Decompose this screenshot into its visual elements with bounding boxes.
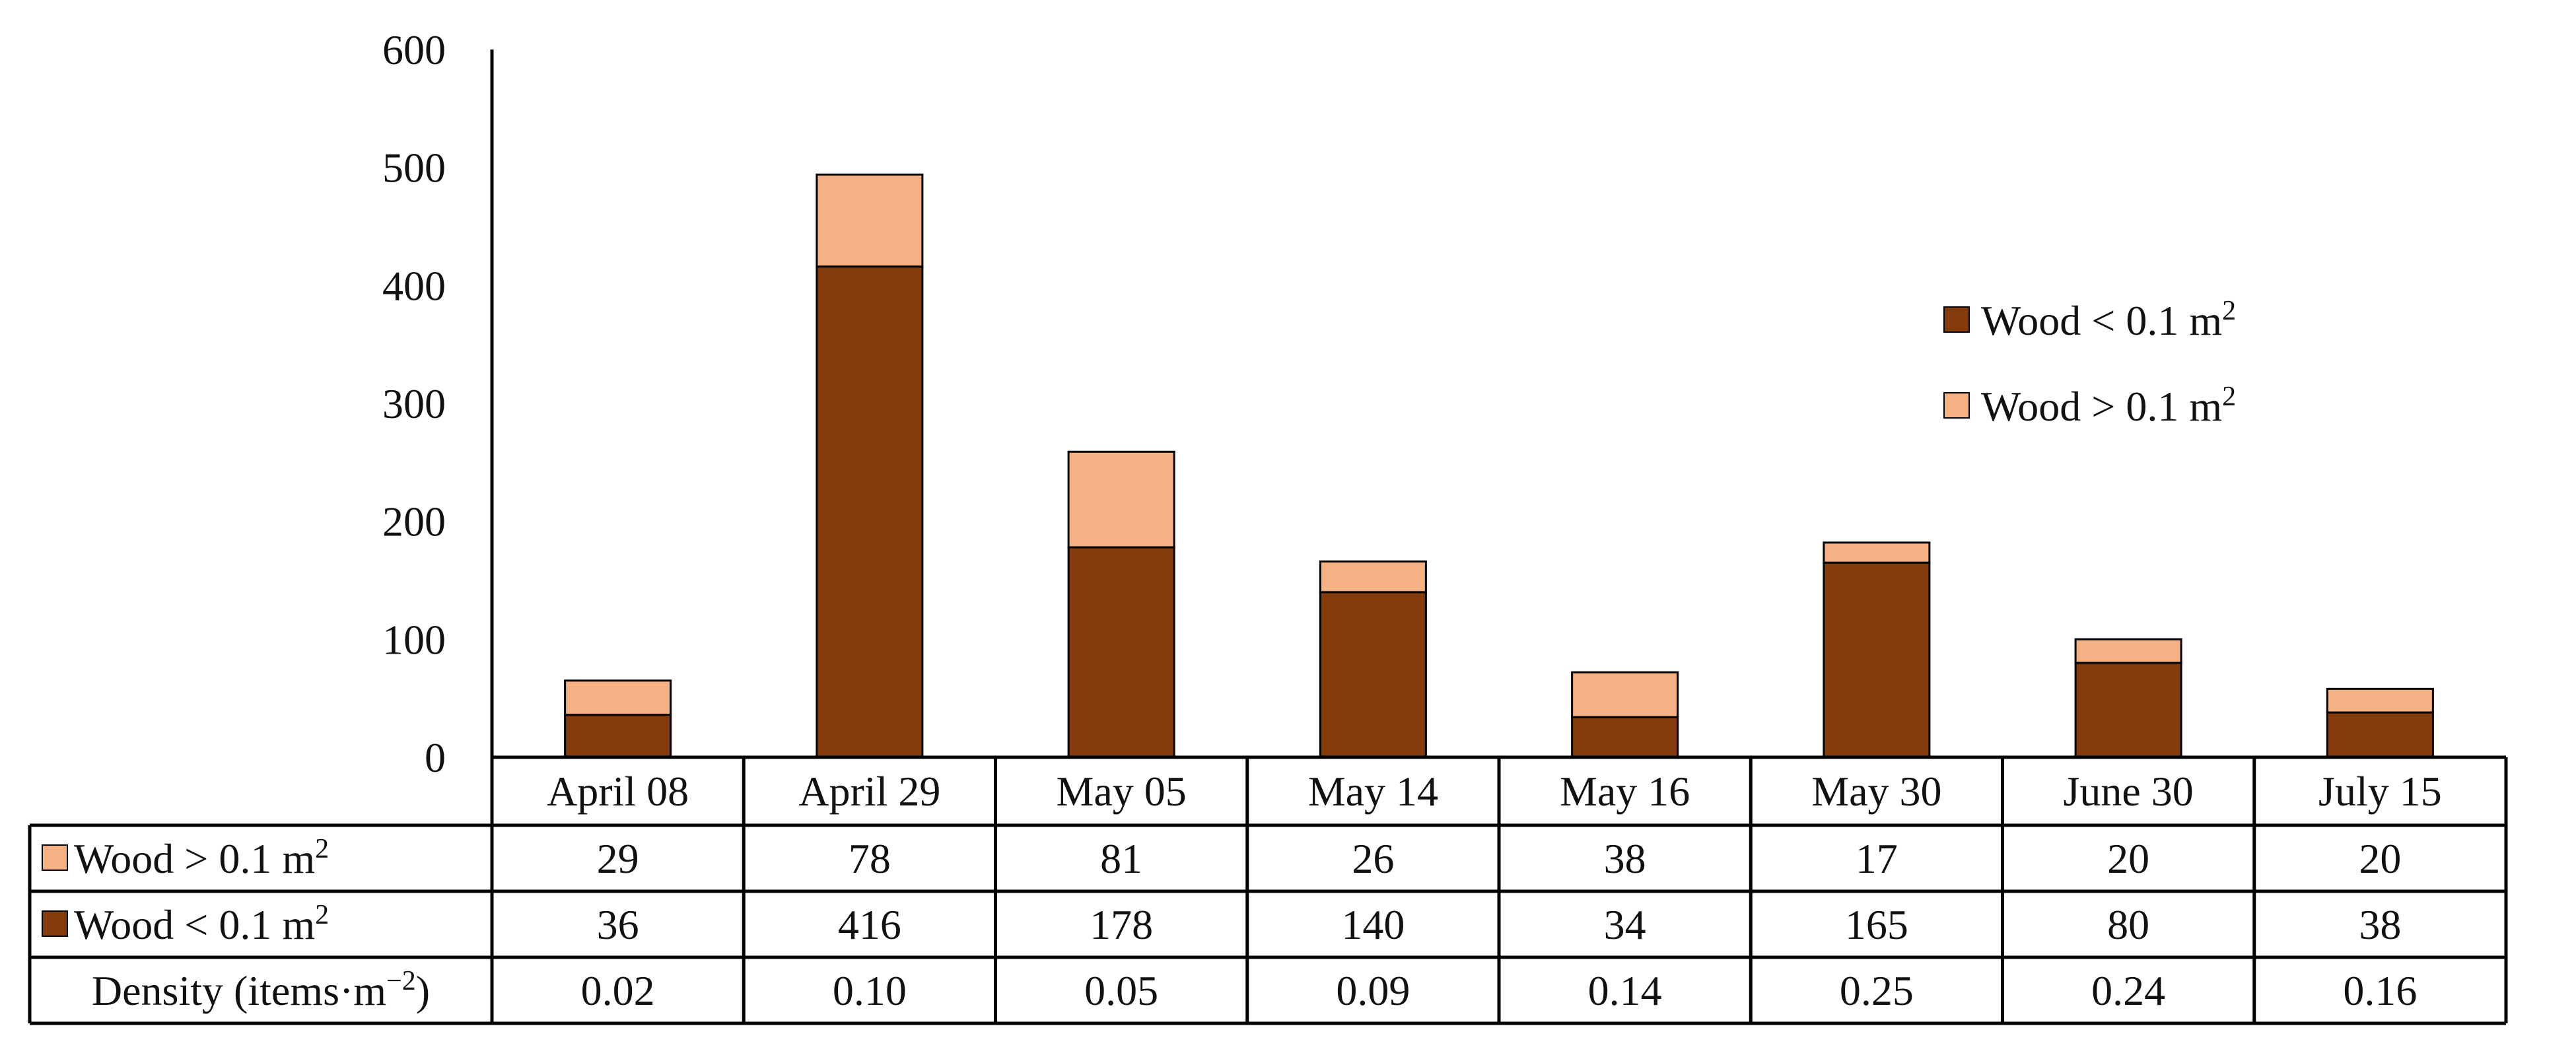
x-category-label: April 29 <box>798 768 940 815</box>
table-cell: 17 <box>1856 835 1898 882</box>
table-cell: 0.24 <box>2091 967 2165 1014</box>
table-cell: 0.09 <box>1336 967 1410 1014</box>
table-cell: 0.10 <box>833 967 907 1014</box>
table-row-label: Wood > 0.1 m2 <box>74 834 329 882</box>
bar-segment-wood-large <box>1823 541 1931 564</box>
table-cell: 29 <box>597 835 639 882</box>
table-cell: 38 <box>1604 835 1646 882</box>
bars <box>564 173 2434 759</box>
table-row-label-end: ) <box>416 967 430 1014</box>
table-cell: 34 <box>1604 901 1646 948</box>
table-cell: 80 <box>2107 901 2149 948</box>
y-tick-label: 600 <box>382 26 446 73</box>
table-row-label-main: Wood < 0.1 m <box>74 901 315 948</box>
table-cell: 20 <box>2107 835 2149 882</box>
table-cell: 78 <box>849 835 891 882</box>
bar-segment-wood-large <box>2326 687 2434 714</box>
bar-segment-wood-small <box>1067 546 1175 759</box>
table-cell: 178 <box>1090 901 1153 948</box>
table-cell: 81 <box>1100 835 1142 882</box>
bar-segment-wood-small <box>564 714 672 759</box>
bar-segment-wood-small <box>1571 716 1679 759</box>
bar-segment-wood-small <box>816 265 924 759</box>
bar-segment-wood-large <box>2074 638 2182 664</box>
x-category-label: May 14 <box>1308 768 1438 815</box>
legend-swatch <box>1943 306 1970 333</box>
y-axis: 0 100 200 300 400 500 600 <box>382 26 494 781</box>
table-legend-swatch <box>42 844 68 871</box>
bar-segment-wood-small <box>1319 591 1427 759</box>
x-category-label: June 30 <box>2063 768 2193 815</box>
table-row-label: Wood < 0.1 m2 <box>74 900 329 948</box>
legend-label-superscript: 2 <box>2222 382 2236 412</box>
table-row-label-superscript: 2 <box>315 834 329 864</box>
y-tick-label: 300 <box>382 380 446 427</box>
x-category-label: May 05 <box>1056 768 1186 815</box>
table-row-label-main: Density (items·m <box>92 967 386 1014</box>
table-row-label-main: Wood > 0.1 m <box>74 835 315 882</box>
table-cell: 0.25 <box>1840 967 1914 1014</box>
table-row-label-superscript: 2 <box>315 900 329 930</box>
bar-segment-wood-small <box>2074 662 2182 759</box>
table-legend-swatch <box>42 910 68 937</box>
table-row-label: Density (items·m−2) <box>92 966 430 1014</box>
legend-label-main: Wood > 0.1 m <box>1981 383 2222 430</box>
y-tick-label: 400 <box>382 262 446 309</box>
bar-segment-wood-large <box>564 679 672 716</box>
bar-segment-wood-small <box>1823 561 1931 759</box>
table-cell: 416 <box>838 901 901 948</box>
y-tick-label: 0 <box>425 734 446 781</box>
bar-segment-wood-small <box>2326 711 2434 759</box>
table-cell: 0.16 <box>2343 967 2417 1014</box>
x-category-label: April 08 <box>547 768 689 815</box>
table-cell: 20 <box>2359 835 2401 882</box>
table-row-label-superscript: −2 <box>386 966 416 996</box>
table-cell: 26 <box>1352 835 1394 882</box>
table-cell: 140 <box>1341 901 1405 948</box>
table-cell: 0.02 <box>581 967 655 1014</box>
bar-segment-wood-large <box>1319 560 1427 594</box>
table-cell: 0.05 <box>1084 967 1158 1014</box>
y-tick-label: 100 <box>382 616 446 663</box>
legend-swatch <box>1943 392 1970 419</box>
y-tick-label: 200 <box>382 498 446 545</box>
table-cell: 36 <box>597 901 639 948</box>
bar-segment-wood-large <box>816 173 924 268</box>
y-tick-label: 500 <box>382 145 446 191</box>
table-cell: 0.14 <box>1588 967 1662 1014</box>
table-cell: 165 <box>1845 901 1908 948</box>
x-category-label: May 30 <box>1811 768 1941 815</box>
legend-label: Wood > 0.1 m2 <box>1981 382 2236 430</box>
legend-label: Wood < 0.1 m2 <box>1981 296 2236 344</box>
x-category-label: July 15 <box>2318 768 2442 815</box>
bar-segment-wood-large <box>1571 671 1679 718</box>
data-table: April 08 April 29 May 05 May 14 May 16 May 30… <box>28 755 2508 1025</box>
bar-segment-wood-large <box>1067 450 1175 549</box>
x-category-label: May 16 <box>1560 768 1690 815</box>
legend-label-main: Wood < 0.1 m <box>1981 297 2222 344</box>
legend-label-superscript: 2 <box>2222 296 2236 326</box>
table-cell: 38 <box>2359 901 2401 948</box>
